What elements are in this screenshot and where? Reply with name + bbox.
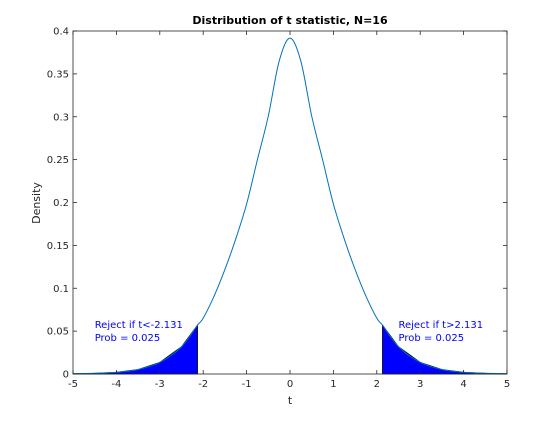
chart-title: Distribution of t statistic, N=16	[192, 14, 388, 27]
y-tick-label: 0.05	[47, 327, 69, 338]
y-tick-label: 0.4	[53, 27, 69, 38]
y-axis-label: Density	[30, 182, 43, 224]
x-tick-label: 1	[330, 379, 336, 390]
x-tick-label: -1	[242, 379, 252, 390]
x-tick-label: 5	[504, 379, 510, 390]
y-tick-label: 0.2	[53, 198, 69, 209]
x-tick-label: 4	[460, 379, 466, 390]
rejection-rule-annotation: Reject if t<-2.131	[95, 320, 183, 331]
x-tick-label: -5	[68, 379, 78, 390]
y-tick-label: 0.15	[47, 241, 69, 252]
rejection-rule-annotation: Reject if t>2.131	[399, 320, 484, 331]
y-tick-label: 0.3	[53, 112, 69, 123]
x-axis-label: t	[288, 394, 293, 407]
x-tick-label: 0	[287, 379, 293, 390]
x-tick-label: -3	[155, 379, 165, 390]
probability-annotation: Prob = 0.025	[95, 333, 161, 344]
density-curve	[72, 37, 508, 375]
plot-area	[73, 31, 507, 374]
y-tick-label: 0.25	[47, 155, 69, 166]
x-tick-label: -2	[198, 379, 208, 390]
x-tick-label: 3	[417, 379, 423, 390]
x-tick-label: 2	[374, 379, 380, 390]
y-tick-label: 0	[63, 370, 69, 381]
y-tick-label: 0.35	[47, 69, 69, 80]
y-tick-label: 0.1	[53, 284, 69, 295]
probability-annotation: Prob = 0.025	[399, 333, 465, 344]
x-tick-label: -4	[111, 379, 121, 390]
